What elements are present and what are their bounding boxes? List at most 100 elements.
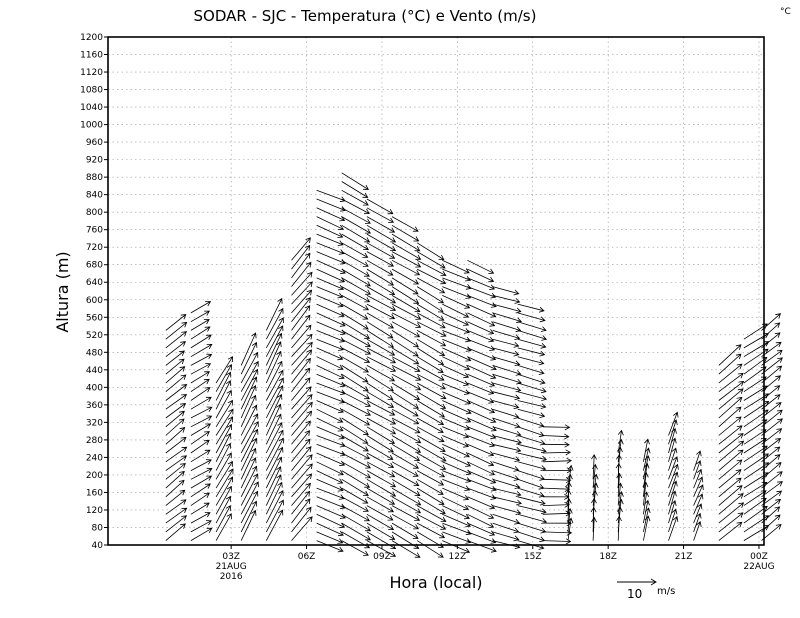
wind-vector xyxy=(316,207,346,222)
chart-title: SODAR - SJC - Temperatura (°C) e Vento (… xyxy=(194,7,537,25)
y-tick-label: 800 xyxy=(86,208,103,218)
wind-vector xyxy=(668,500,677,524)
wind-vector xyxy=(366,216,396,233)
wind-vector xyxy=(668,471,679,497)
wind-vector xyxy=(442,347,472,362)
wind-vector xyxy=(291,314,311,340)
wind-vector xyxy=(718,469,742,489)
wind-vector xyxy=(366,286,397,304)
wind-vector xyxy=(517,400,547,409)
wind-vector xyxy=(416,373,446,390)
wind-vector xyxy=(442,356,471,371)
wind-vector xyxy=(391,295,421,313)
wind-vector xyxy=(366,312,394,329)
wind-vector xyxy=(265,466,282,497)
wind-vector xyxy=(442,487,470,501)
wind-vector xyxy=(265,403,282,436)
wind-vector xyxy=(190,326,211,340)
wind-vector xyxy=(643,462,650,489)
wind-vector xyxy=(467,365,497,380)
wind-vector xyxy=(761,428,783,445)
wind-vector xyxy=(761,365,783,384)
wind-vector xyxy=(341,435,369,452)
wind-vector xyxy=(391,496,422,514)
wind-vector xyxy=(165,341,187,358)
wind-vector xyxy=(291,482,311,506)
wind-vector xyxy=(316,408,344,423)
wind-vector xyxy=(517,478,545,490)
wind-vector xyxy=(517,426,545,438)
wind-vector xyxy=(391,408,420,425)
wind-vector xyxy=(416,391,447,409)
wind-vector xyxy=(668,447,678,471)
reference-vector-unit: m/s xyxy=(657,586,675,597)
wind-vector xyxy=(240,413,259,445)
wind-vector xyxy=(190,301,212,314)
wind-vector xyxy=(391,373,422,391)
unit-corner-label: °C xyxy=(780,7,791,17)
y-tick-label: 1200 xyxy=(80,33,103,43)
wind-vector xyxy=(366,251,394,267)
wind-vector xyxy=(416,452,447,470)
wind-vector xyxy=(341,417,369,436)
wind-vector xyxy=(442,277,472,290)
x-tick-label: 06Z xyxy=(298,552,316,562)
wind-vector xyxy=(190,423,212,436)
wind-vector xyxy=(366,330,395,348)
y-tick-label: 360 xyxy=(86,401,103,411)
wind-vector xyxy=(190,353,213,366)
wind-vector xyxy=(366,478,397,497)
wind-vector xyxy=(215,485,232,515)
wind-vector xyxy=(718,477,742,498)
wind-vector xyxy=(718,380,745,401)
wind-vector xyxy=(316,268,346,283)
wind-vector xyxy=(341,382,370,400)
wind-vector xyxy=(291,367,311,392)
wind-vector xyxy=(316,259,346,275)
wind-vector xyxy=(291,490,311,515)
wind-vector xyxy=(416,338,446,357)
wind-vector xyxy=(341,426,369,444)
x-tick-date: 21AUG xyxy=(216,562,247,572)
y-tick-label: 280 xyxy=(86,436,103,446)
wind-vector xyxy=(391,365,422,381)
wind-vector xyxy=(190,371,210,384)
wind-vector xyxy=(190,344,213,358)
y-tick-label: 1160 xyxy=(80,51,103,61)
wind-vector xyxy=(761,490,783,506)
wind-vector xyxy=(391,242,422,260)
wind-vector xyxy=(442,303,470,318)
x-tick-label: 12Z xyxy=(449,552,467,562)
wind-vector xyxy=(517,470,546,481)
wind-vector xyxy=(265,325,284,357)
wind-vector xyxy=(341,242,369,258)
wind-vector xyxy=(391,259,421,276)
wind-vector xyxy=(240,384,257,419)
wind-vector xyxy=(341,347,371,363)
wind-vector xyxy=(467,356,497,371)
wind-vector xyxy=(442,382,470,395)
wind-vector xyxy=(190,334,212,349)
wind-vector xyxy=(316,478,344,492)
wind-vector xyxy=(366,382,394,401)
wind-vector xyxy=(743,366,767,384)
wind-vector xyxy=(341,452,372,469)
wind-vector xyxy=(718,363,743,384)
wind-vector xyxy=(761,409,783,428)
wind-vector xyxy=(391,338,419,357)
wind-vector xyxy=(190,363,212,375)
y-tick-label: 240 xyxy=(86,453,103,463)
wind-vector xyxy=(416,286,445,304)
wind-vector xyxy=(190,396,212,410)
wind-vector xyxy=(291,333,313,357)
wind-vector xyxy=(416,382,447,400)
wind-vector xyxy=(165,455,188,471)
wind-vector xyxy=(190,512,211,524)
wind-vector xyxy=(291,252,311,279)
wind-vector xyxy=(341,277,371,295)
wind-vector xyxy=(165,507,188,524)
wind-vector xyxy=(341,207,371,224)
wind-vector xyxy=(416,461,446,478)
wind-vector xyxy=(291,289,313,314)
wind-vector xyxy=(240,332,257,366)
